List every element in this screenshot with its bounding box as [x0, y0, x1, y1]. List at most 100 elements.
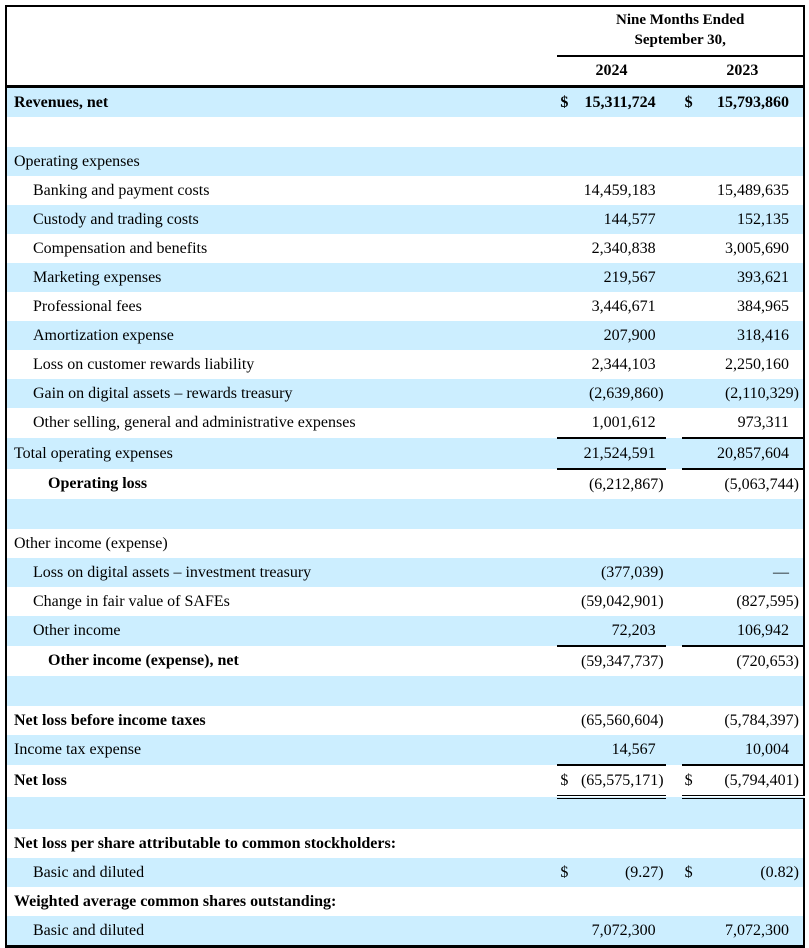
column-gap — [666, 529, 682, 558]
dollar-sign-2024 — [557, 176, 579, 205]
period-header: Nine Months Ended September 30, — [557, 6, 804, 57]
row-label: Other income (expense) — [14, 534, 168, 552]
dollar-sign-2023 — [682, 829, 702, 858]
value-2023: (5,784,397) — [724, 711, 799, 729]
dollar-sign-2023 — [682, 706, 702, 735]
spacer-row — [6, 499, 804, 529]
period-header-row: Nine Months Ended September 30, — [6, 6, 804, 57]
dollar-sign-2024: $ — [560, 93, 569, 111]
column-gap — [666, 147, 682, 176]
value-2024: 14,459,183 — [583, 181, 656, 199]
column-gap — [666, 797, 682, 829]
dollar-sign-2024: $ — [560, 863, 569, 881]
column-gap — [666, 829, 682, 858]
value-2023: (720,653) — [736, 652, 799, 670]
value-2024: 14,567 — [579, 735, 666, 766]
value-2023: — — [773, 563, 789, 581]
dollar-sign-2023: $ — [684, 93, 693, 111]
income-statement: Nine Months Ended September 30, 2024 202… — [5, 5, 805, 948]
dollar-sign-2023 — [682, 646, 702, 676]
dollar-sign-2023 — [682, 321, 702, 350]
dollar-sign-2024 — [557, 147, 579, 176]
table-row: Other income (expense) — [6, 529, 804, 558]
header-spacer-cell — [6, 6, 557, 56]
dollar-sign-2024 — [557, 292, 579, 321]
value-2023 — [702, 499, 804, 529]
dollar-sign-2024 — [557, 676, 579, 706]
row-label: Amortization expense — [33, 326, 174, 344]
column-gap — [666, 916, 682, 947]
row-label: Loss on customer rewards liability — [33, 355, 255, 373]
row-label: Basic and diluted — [33, 921, 145, 939]
period-line2: September 30, — [634, 31, 726, 48]
column-gap — [666, 292, 682, 321]
dollar-sign-2024 — [557, 558, 579, 587]
dollar-sign-2023 — [682, 916, 702, 947]
dollar-sign-2024 — [557, 321, 579, 350]
column-gap — [666, 676, 682, 706]
dollar-sign-2023 — [682, 587, 702, 616]
spacer-row — [6, 676, 804, 706]
value-2024: 2,340,838 — [591, 239, 656, 257]
column-gap — [666, 205, 682, 234]
column-gap — [666, 858, 682, 887]
dollar-sign-2024 — [557, 205, 579, 234]
value-2024 — [579, 147, 665, 176]
value-2024: 1,001,612 — [579, 408, 666, 439]
statement-rows: Revenues, net $15,311,724 $15,793,860 Opera… — [6, 86, 804, 947]
value-2023: 2,250,160 — [725, 355, 789, 373]
column-gap — [666, 117, 682, 147]
dollar-sign-2023 — [682, 379, 702, 408]
table-row: Other income (expense), net (59,347,737) (… — [6, 646, 804, 676]
column-gap — [665, 56, 682, 88]
value-2024: (59,347,737) — [580, 652, 664, 670]
dollar-sign-2023 — [682, 263, 702, 292]
row-label: Income tax expense — [14, 741, 142, 758]
dollar-sign-2024: $ — [557, 765, 580, 799]
dollar-sign-2023 — [682, 797, 702, 829]
row-label: Custody and trading costs — [33, 210, 199, 228]
value-2023 — [702, 117, 804, 147]
dollar-sign-2024 — [557, 587, 579, 616]
value-2023 — [702, 676, 804, 706]
dollar-sign-2024 — [557, 438, 580, 470]
table-row: Marketing expenses 219,567 393,621 — [6, 263, 804, 292]
column-gap — [666, 646, 682, 676]
dollar-sign-2023 — [682, 499, 702, 529]
table-row: Income tax expense 14,567 10,004 — [6, 735, 804, 766]
value-2023 — [702, 887, 804, 916]
value-2024 — [579, 797, 665, 829]
dollar-sign-2023 — [682, 234, 702, 263]
dollar-sign-2024 — [557, 469, 579, 499]
column-gap — [666, 587, 682, 616]
row-label: Total operating expenses — [14, 444, 173, 462]
row-label: Change in fair value of SAFEs — [33, 592, 230, 610]
dollar-sign-2023 — [681, 438, 702, 470]
table-row: Other income 72,203 106,942 — [6, 616, 804, 647]
dollar-sign-2024 — [557, 350, 579, 379]
table-row: Compensation and benefits 2,340,838 3,005,… — [6, 234, 804, 263]
income-statement-table: Nine Months Ended September 30, 2024 202… — [5, 5, 805, 948]
dollar-sign-2023 — [682, 558, 702, 587]
row-label: Loss on digital assets – investment trea… — [33, 563, 312, 581]
row-label — [6, 117, 557, 147]
dollar-sign-2024 — [557, 916, 579, 947]
value-2024 — [579, 117, 665, 147]
value-2023 — [702, 529, 804, 558]
value-2024: (65,560,604) — [580, 711, 664, 729]
value-2024: (59,042,901) — [580, 592, 664, 610]
column-gap — [666, 321, 682, 350]
value-2024: 72,203 — [579, 616, 666, 647]
column-gap — [666, 469, 682, 499]
row-label: Weighted average common shares outstandi… — [14, 892, 337, 910]
row-label: Other income — [33, 622, 121, 639]
table-row: Basic and diluted 7,072,300 7,072,300 — [6, 916, 804, 947]
value-2023: 15,793,860 — [717, 93, 789, 111]
table-row: Loss on customer rewards liability 2,344,… — [6, 350, 804, 379]
table-row: Total operating expenses 21,524,591 20,857… — [6, 438, 804, 470]
row-label: Gain on digital assets – rewards treasur… — [33, 384, 293, 402]
dollar-sign-2024 — [557, 529, 579, 558]
dollar-sign-2023 — [682, 469, 702, 499]
row-label: Revenues, net — [14, 93, 109, 111]
column-gap — [666, 176, 682, 205]
